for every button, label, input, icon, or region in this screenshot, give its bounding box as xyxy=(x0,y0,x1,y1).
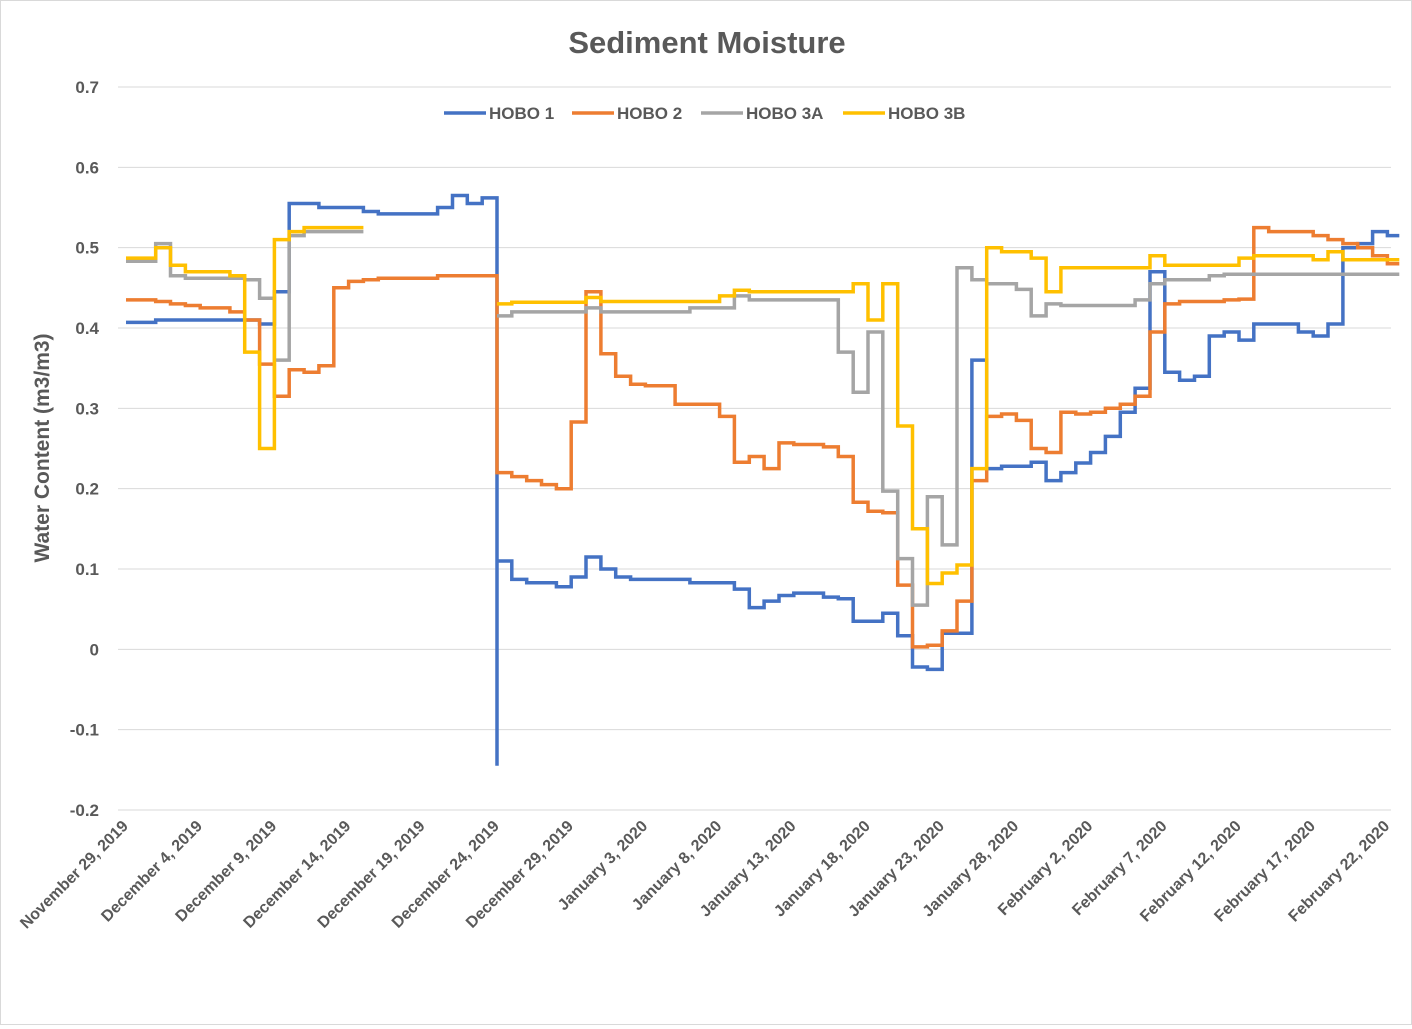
y-tick-label: 0.1 xyxy=(75,560,99,579)
series-line-hobo-3a xyxy=(126,229,1400,607)
y-axis-label: Water Content (m3/m3) xyxy=(31,333,54,562)
chart-title: Sediment Moisture xyxy=(568,25,845,60)
legend-label: HOBO 2 xyxy=(617,104,682,123)
y-tick-label: 0.4 xyxy=(75,319,99,338)
legend-item: HOBO 2 xyxy=(572,104,682,123)
y-tick-label: 0 xyxy=(90,640,99,659)
legend-label: HOBO 3B xyxy=(888,104,965,123)
y-tick-label: -0.1 xyxy=(70,721,99,740)
y-tick-label: -0.2 xyxy=(70,801,99,820)
y-tick-label: 0.5 xyxy=(75,239,99,258)
series-line-hobo-3b xyxy=(126,225,1400,586)
series-line-hobo-1 xyxy=(126,193,1400,766)
y-tick-label: 0.7 xyxy=(75,78,99,97)
legend-item: HOBO 1 xyxy=(444,104,554,123)
legend-item: HOBO 3A xyxy=(701,104,823,123)
legend-label: HOBO 3A xyxy=(746,104,823,123)
y-tick-label: 0.6 xyxy=(75,158,99,177)
legend-label: HOBO 1 xyxy=(489,104,554,123)
legend-item: HOBO 3B xyxy=(843,104,965,123)
series-line-hobo-2 xyxy=(126,225,1400,649)
y-tick-label: 0.3 xyxy=(75,399,99,418)
y-tick-label: 0.2 xyxy=(75,480,99,499)
